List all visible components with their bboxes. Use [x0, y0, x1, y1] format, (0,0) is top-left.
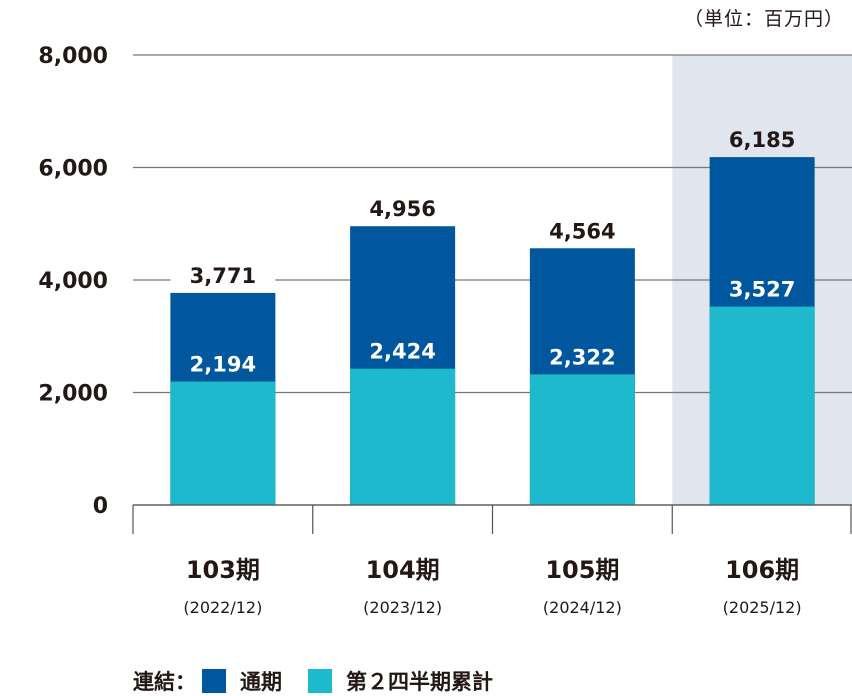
legend-label-half-year: 第２四半期累計	[346, 670, 493, 694]
legend-item-full-year: 通期	[196, 666, 282, 696]
label-background	[170, 257, 276, 291]
value-label-half-year: 2,194	[190, 353, 256, 377]
bar-half-year	[529, 374, 635, 505]
legend-swatch-half-year	[308, 669, 332, 693]
x-tick-label: 105期	[545, 556, 619, 584]
legend-item-half-year: 第２四半期累計	[302, 666, 493, 696]
y-tick-label: 4,000	[38, 269, 108, 294]
x-tick-sublabel: (2022/12)	[183, 598, 262, 617]
value-label-full-year: 4,564	[549, 219, 615, 243]
legend: 連結： 通期 第２四半期累計	[133, 666, 513, 696]
value-label-full-year: 4,956	[369, 197, 435, 221]
label-background	[350, 191, 456, 225]
x-tick-label: 104期	[366, 556, 440, 584]
label-background	[529, 213, 635, 247]
y-tick-label: 8,000	[38, 44, 108, 69]
x-tick-sublabel: (2024/12)	[543, 598, 622, 617]
label-background	[709, 122, 815, 156]
x-tick-sublabel: (2025/12)	[723, 598, 802, 617]
legend-prefix: 連結：	[133, 670, 196, 694]
value-label-half-year: 2,424	[369, 340, 435, 364]
bar-half-year	[350, 368, 456, 505]
bar-half-year	[709, 306, 815, 505]
value-label-half-year: 2,322	[549, 345, 615, 369]
x-tick-sublabel: (2023/12)	[363, 598, 442, 617]
y-tick-label: 6,000	[38, 157, 108, 182]
x-tick-label: 103期	[186, 556, 260, 584]
value-label-full-year: 6,185	[729, 128, 795, 152]
legend-swatch-full-year	[202, 669, 226, 693]
y-tick-label: 0	[93, 494, 108, 519]
unit-label: （単位：百万円）	[683, 8, 844, 30]
bar-half-year	[170, 381, 276, 505]
y-tick-label: 2,000	[38, 382, 108, 407]
value-label-full-year: 3,771	[190, 264, 256, 288]
bar-chart: 0 2,000 4,000 6,000 8,000 3,771 2,194 103期 (2022…	[38, 44, 852, 617]
x-tick-label: 106期	[725, 556, 799, 584]
legend-label-full-year: 通期	[240, 670, 282, 694]
value-label-half-year: 3,527	[729, 278, 795, 302]
